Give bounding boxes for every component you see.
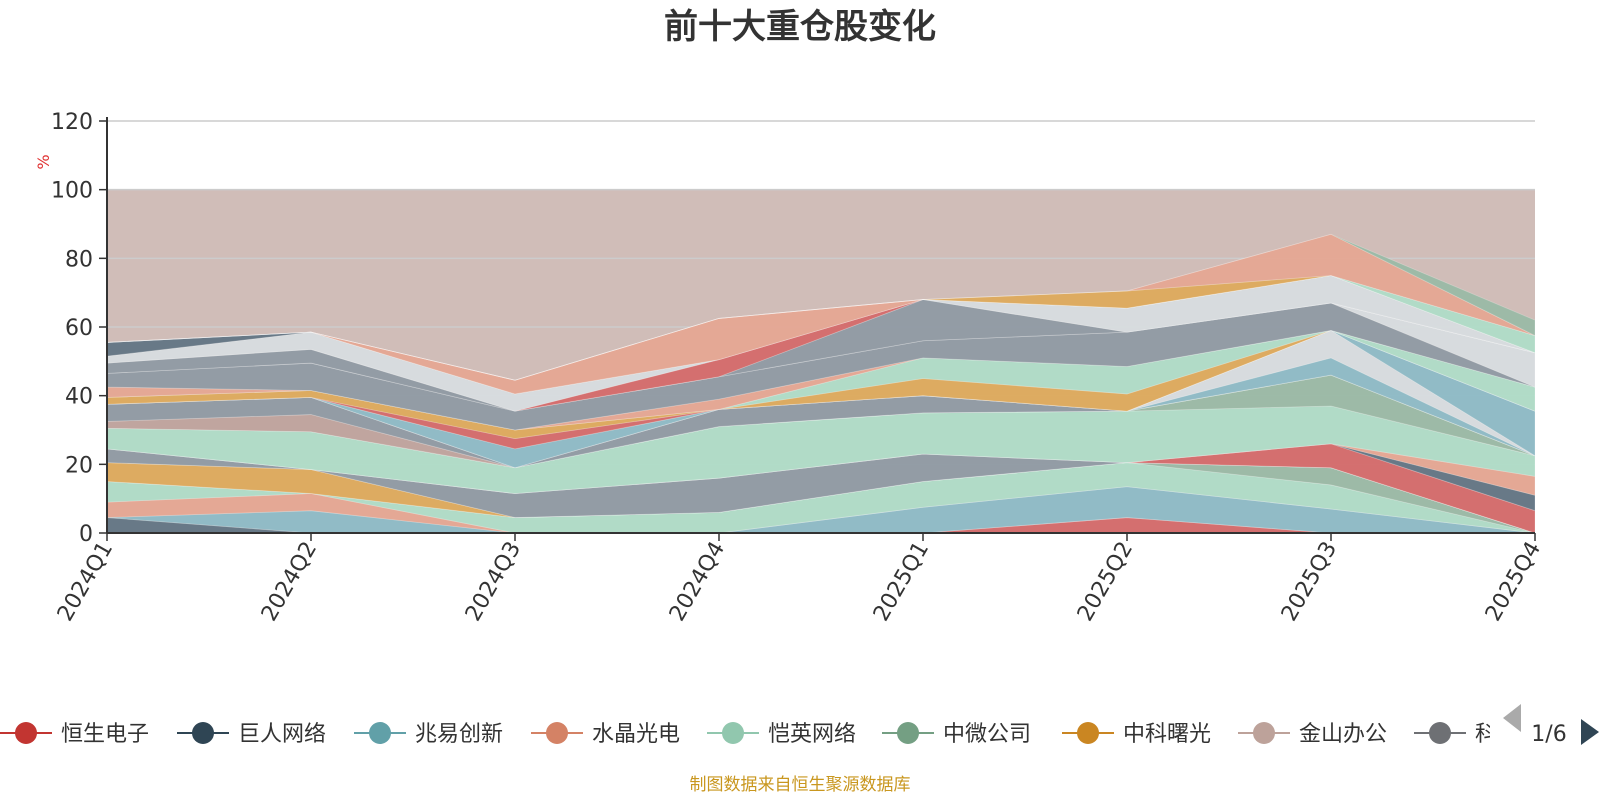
- legend-label: 恺英网络: [768, 722, 856, 747]
- x-tick-label: 2024Q2: [257, 538, 322, 626]
- legend-items: 恒生电子 巨人网络 兆易创新 水晶光电 恺英网络 中微公司 中科曙光 金山办公 科: [0, 722, 1497, 747]
- area-series-9: 科大讯飞: [106, 448, 1536, 534]
- area-series-11: 海光信息: [106, 443, 1536, 512]
- legend-item[interactable]: 恒生电子: [0, 722, 149, 747]
- x-tick-label: 2025Q1: [869, 538, 934, 626]
- x-tick-label: 2024Q3: [461, 538, 526, 626]
- y-tick-label: 80: [65, 247, 93, 272]
- area-series-31: 胜宏科技: [106, 275, 1536, 381]
- area-series-13: 寒武纪: [106, 405, 1536, 494]
- y-tick-label: 40: [65, 385, 93, 410]
- area-series-10: 北方华创: [106, 443, 1536, 534]
- x-axis-ticks: 2024Q1 2024Q2 2024Q3 2024Q4 2025Q1 2025Q2 2025…: [53, 533, 1546, 626]
- data-source-note: 制图数据来自恒生聚源数据库: [690, 775, 911, 795]
- legend-label: 水晶光电: [592, 722, 680, 747]
- legend-item[interactable]: 水晶光电: [531, 722, 680, 747]
- y-tick-label: 0: [79, 522, 93, 547]
- next-page-icon[interactable]: [1581, 719, 1599, 745]
- legend-label: 中微公司: [943, 722, 1031, 747]
- legend-label: 中科曙光: [1123, 722, 1211, 747]
- x-tick-label: 2025Q3: [1277, 538, 1342, 626]
- legend-item[interactable]: 兆易创新: [354, 722, 503, 747]
- legend-marker-icon: [15, 722, 37, 744]
- legend-page-indicator: 1/6: [1531, 722, 1566, 747]
- area-series-28: 中际旭创: [106, 275, 1536, 412]
- legend-item[interactable]: 中科曙光: [1062, 722, 1211, 747]
- y-axis-ticks: 0 20 40 60 80 100 120: [51, 110, 107, 547]
- y-tick-label: 120: [51, 110, 93, 135]
- legend-pager: 1/6: [1503, 704, 1599, 747]
- legend-item[interactable]: 金山办公: [1238, 722, 1387, 747]
- legend-label: 金山办公: [1299, 722, 1387, 747]
- area-series-26: 华海清科: [106, 299, 1536, 412]
- x-tick-label: 2025Q4: [1481, 538, 1546, 626]
- y-tick-label: 20: [65, 453, 93, 478]
- y-tick-label: 60: [65, 316, 93, 341]
- legend-marker-icon: [722, 722, 744, 744]
- area-series-16: 芯原股份: [106, 374, 1536, 469]
- legend[interactable]: 恒生电子 巨人网络 兆易创新 水晶光电 恺英网络 中微公司 中科曙光 金山办公 科: [0, 722, 1497, 747]
- legend-marker-icon: [369, 722, 391, 744]
- legend-label: 恒生电子: [61, 722, 149, 747]
- prev-page-icon[interactable]: [1503, 704, 1521, 732]
- legend-label: 科: [1475, 722, 1497, 747]
- legend-item[interactable]: 恺英网络: [707, 722, 856, 747]
- y-axis-unit: %: [34, 154, 53, 169]
- legend-marker-icon: [1253, 722, 1275, 744]
- legend-label: 巨人网络: [238, 722, 326, 747]
- legend-label: 兆易创新: [415, 722, 503, 747]
- area-series-12: 澜起科技: [106, 443, 1536, 496]
- legend-item[interactable]: 巨人网络: [177, 722, 326, 747]
- legend-marker-icon: [546, 722, 568, 744]
- area-series-22: 沪电股份: [106, 330, 1536, 431]
- legend-marker-icon: [1429, 722, 1451, 744]
- x-tick-label: 2024Q4: [665, 538, 730, 626]
- legend-marker-icon: [192, 722, 214, 744]
- chart-title: 前十大重仓股变化: [664, 7, 936, 47]
- legend-item[interactable]: 中微公司: [882, 722, 1031, 747]
- x-tick-label: 2024Q1: [53, 538, 118, 626]
- legend-marker-icon: [897, 722, 919, 744]
- area-series-24: 长电科技: [106, 302, 1536, 431]
- x-tick-label: 2025Q2: [1073, 538, 1138, 626]
- legend-marker-icon: [1077, 722, 1099, 744]
- area-series-15: 北京君正: [106, 374, 1536, 469]
- area-series-25: 生益科技: [106, 302, 1536, 412]
- legend-item[interactable]: 科: [1414, 722, 1497, 747]
- area-series-34: 华工科技: [106, 233, 1536, 381]
- y-tick-label: 100: [51, 179, 93, 204]
